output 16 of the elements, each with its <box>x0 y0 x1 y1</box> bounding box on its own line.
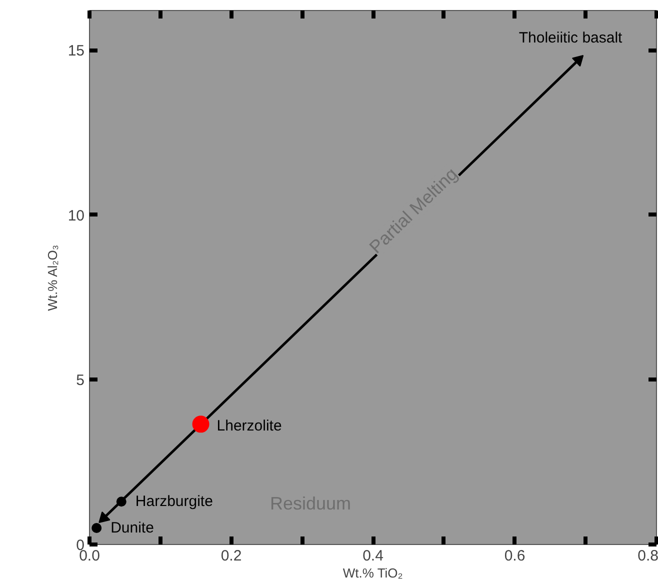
point <box>192 416 210 433</box>
x-tick-label: 0.2 <box>220 548 242 564</box>
x-axis-title: Wt.% TiO₂ <box>342 566 403 580</box>
x-tick-label: 0.4 <box>362 548 384 564</box>
point <box>92 523 102 534</box>
annotation: Harzburgite <box>135 493 213 510</box>
annotation: Lherzolite <box>216 418 282 435</box>
x-tick-label: 0.6 <box>504 548 526 564</box>
annotation: Tholeiitic basalt <box>518 29 624 46</box>
y-tick-label: 5 <box>76 372 84 390</box>
annotation: Dunite <box>110 520 154 537</box>
x-tick-label: 0.8 <box>638 548 658 564</box>
y-tick-label: 10 <box>68 207 85 224</box>
point <box>116 496 126 507</box>
y-axis-title: Wt.% Al₂O₃ <box>44 244 60 311</box>
y-tick-label: 15 <box>68 42 85 60</box>
